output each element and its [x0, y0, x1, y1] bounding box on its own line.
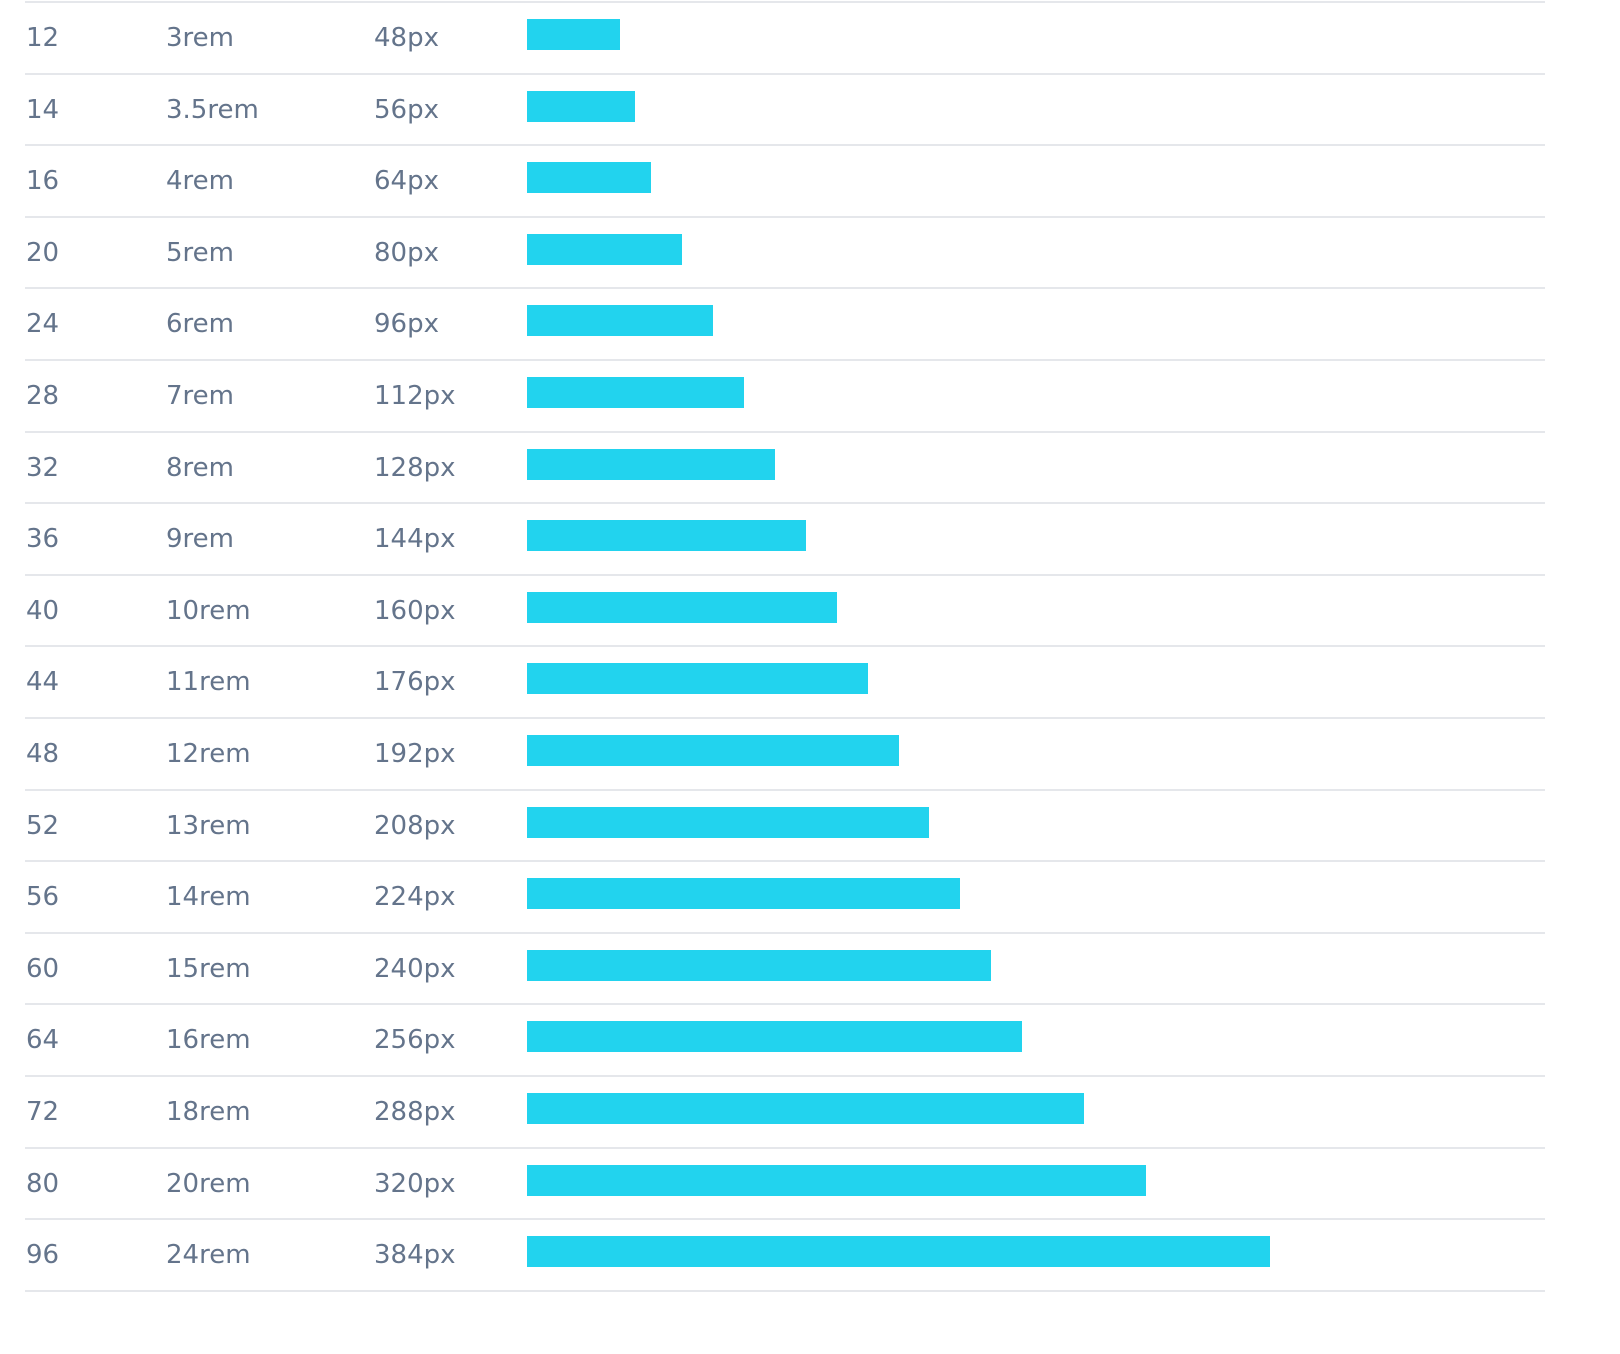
table-row: 32 8rem 128px: [25, 430, 1545, 503]
size-cell: 11rem: [166, 667, 251, 698]
table-row: 48 12rem 192px: [25, 716, 1545, 789]
pixels-cell: 48px: [374, 23, 439, 53]
table-row: 60 15rem 240px: [25, 931, 1545, 1004]
size-bar: [527, 90, 636, 122]
table-row: 72 18rem 288px: [25, 1074, 1545, 1147]
table-row: 20 5rem 80px: [25, 215, 1545, 288]
size-cell: 8rem: [166, 452, 234, 483]
pixels-cell: 256px: [374, 1025, 456, 1056]
name-cell: 32: [26, 452, 60, 483]
name-cell: 48: [26, 738, 60, 769]
size-bar: [527, 591, 837, 623]
size-bar: [527, 878, 961, 910]
size-bar: [527, 305, 713, 337]
size-cell: 20rem: [166, 1168, 251, 1199]
size-cell: 14rem: [166, 882, 251, 913]
name-cell: 40: [26, 595, 60, 626]
table-row: 56 14rem 224px: [25, 860, 1545, 932]
name-cell: 52: [26, 810, 60, 841]
name-cell: 56: [26, 882, 60, 913]
size-bar: [527, 376, 744, 408]
pixels-cell: 240px: [374, 953, 456, 984]
name-cell: 60: [26, 953, 60, 984]
table-row: 14 3.5rem 56px: [25, 72, 1545, 145]
spacing-table: 12 3rem 48px 14 3.5rem 56px 16 4rem 64px 20 5rem 80…: [25, 1, 1545, 1292]
table-row: 28 7rem 112px: [25, 358, 1545, 431]
size-bar: [527, 233, 682, 265]
pixels-cell: 144px: [374, 524, 456, 555]
size-cell: 18rem: [166, 1096, 251, 1127]
pixels-cell: 224px: [374, 882, 456, 913]
table-row: 40 10rem 160px: [25, 573, 1545, 646]
table-row: 80 20rem 320px: [25, 1146, 1545, 1219]
pixels-cell: 160px: [374, 595, 456, 626]
pixels-cell: 96px: [374, 309, 439, 340]
name-cell: 64: [26, 1025, 60, 1056]
size-bar: [527, 663, 868, 695]
table-row: 44 11rem 176px: [25, 645, 1545, 717]
size-cell: 10rem: [166, 595, 251, 626]
pixels-cell: 208px: [374, 810, 456, 841]
name-cell: 80: [26, 1168, 60, 1199]
size-cell: 13rem: [166, 810, 251, 841]
size-bar: [527, 1164, 1147, 1196]
size-bar: [527, 806, 930, 838]
size-bar: [527, 949, 992, 981]
table-row: 16 4rem 64px: [25, 144, 1545, 216]
pixels-cell: 320px: [374, 1168, 456, 1199]
size-cell: 15rem: [166, 953, 251, 984]
size-bar: [527, 448, 775, 480]
table-row: 64 16rem 256px: [25, 1003, 1545, 1075]
table-row: 12 3rem 48px: [25, 1, 1545, 73]
pixels-cell: 64px: [374, 166, 439, 197]
size-cell: 5rem: [166, 237, 234, 268]
pixels-cell: 192px: [374, 738, 456, 769]
size-cell: 7rem: [166, 380, 234, 411]
size-cell: 6rem: [166, 309, 234, 340]
name-cell: 36: [26, 524, 60, 555]
size-cell: 4rem: [166, 166, 234, 197]
size-cell: 3.5rem: [166, 94, 259, 125]
pixels-cell: 176px: [374, 667, 456, 698]
size-bar: [527, 162, 651, 194]
pixels-cell: 112px: [374, 380, 456, 411]
name-cell: 72: [26, 1096, 60, 1127]
name-cell: 24: [26, 309, 60, 340]
size-cell: 24rem: [166, 1240, 251, 1271]
pixels-cell: 56px: [374, 94, 439, 125]
name-cell: 20: [26, 237, 60, 268]
name-cell: 44: [26, 667, 60, 698]
pixels-cell: 80px: [374, 237, 439, 268]
size-cell: 9rem: [166, 524, 234, 555]
pixels-cell: 288px: [374, 1096, 456, 1127]
size-cell: 12rem: [166, 738, 251, 769]
name-cell: 14: [26, 94, 60, 125]
table-row: 52 13rem 208px: [25, 788, 1545, 861]
table-row: 24 6rem 96px: [25, 287, 1545, 359]
size-bar: [527, 19, 620, 50]
name-cell: 16: [26, 166, 60, 197]
pixels-cell: 384px: [374, 1240, 456, 1271]
size-cell: 16rem: [166, 1025, 251, 1056]
size-bar: [527, 734, 899, 766]
table-row: 36 9rem 144px: [25, 502, 1545, 574]
pixels-cell: 128px: [374, 452, 456, 483]
size-bar: [527, 520, 806, 552]
size-bar: [527, 1092, 1085, 1124]
name-cell: 96: [26, 1240, 60, 1271]
size-bar: [527, 1236, 1271, 1268]
name-cell: 28: [26, 380, 60, 411]
table-row: 96 24rem 384px: [25, 1218, 1545, 1290]
name-cell: 12: [26, 23, 60, 53]
size-cell: 3rem: [166, 23, 234, 53]
size-bar: [527, 1021, 1023, 1053]
